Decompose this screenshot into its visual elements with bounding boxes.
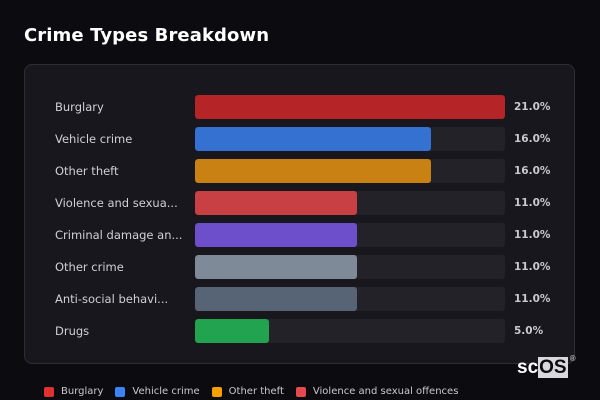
legend-label: Violence and sexual offences — [312, 386, 459, 397]
bar-label: Vehicle crime — [55, 132, 133, 146]
bar-value: 16.0% — [514, 133, 551, 145]
bar-track — [195, 95, 505, 119]
bar-label: Other theft — [55, 164, 119, 178]
bar-track — [195, 255, 505, 279]
bar-track — [195, 127, 505, 151]
legend-item-vehicle-crime[interactable]: Vehicle crime — [115, 386, 200, 397]
bar-row: Violence and sexua... 11.0% — [25, 191, 574, 215]
bar-label: Other crime — [55, 260, 124, 274]
bar-fill[interactable] — [195, 191, 358, 215]
chart-panel: Burglary 21.0% Vehicle crime 16.0% Other… — [24, 64, 575, 364]
legend-label: Vehicle crime — [132, 386, 200, 397]
logo-prefix: sc — [517, 357, 539, 378]
legend-label: Burglary — [61, 386, 104, 397]
bar-fill[interactable] — [195, 255, 358, 279]
bar-track — [195, 287, 505, 311]
bar-row: Vehicle crime 16.0% — [25, 127, 574, 151]
bar-track — [195, 223, 505, 247]
bar-track — [195, 159, 505, 183]
legend-swatch-icon — [295, 386, 306, 397]
legend-swatch-icon — [44, 386, 54, 397]
bar-label: Burglary — [55, 100, 104, 114]
legend-swatch-icon — [211, 386, 222, 397]
bar-row: Other theft 16.0% — [25, 159, 574, 183]
bar-value: 16.0% — [514, 165, 551, 177]
bar-label: Criminal damage an... — [55, 228, 183, 242]
bar-value: 11.0% — [514, 229, 551, 241]
bar-fill[interactable] — [195, 287, 358, 311]
bar-value: 21.0% — [514, 101, 551, 113]
bar-label: Drugs — [55, 324, 90, 338]
legend-item-burglary[interactable]: Burglary — [44, 386, 103, 397]
legend-item-other-theft[interactable]: Other theft — [211, 386, 284, 397]
bar-fill[interactable] — [195, 319, 269, 343]
registered-mark: ® — [569, 354, 576, 363]
bar-value: 11.0% — [514, 261, 551, 273]
bar-value: 11.0% — [514, 197, 551, 209]
legend-item-violence[interactable]: Violence and sexual offences — [295, 386, 459, 397]
bar-label: Anti-social behavi... — [55, 292, 169, 306]
bar-value: 5.0% — [514, 325, 544, 337]
bar-row: Burglary 21.0% — [25, 95, 574, 119]
bar-fill[interactable] — [195, 127, 432, 151]
chart-legend: Burglary Vehicle crime Other theft Viole… — [44, 386, 470, 397]
bar-track — [195, 319, 505, 343]
logo-boxed: OS — [538, 357, 568, 378]
bar-row: Anti-social behavi... 11.0% — [25, 287, 574, 311]
legend-label: Other theft — [228, 386, 284, 397]
bar-row: Criminal damage an... 11.0% — [25, 223, 574, 247]
bar-value: 11.0% — [514, 293, 551, 305]
bar-fill[interactable] — [195, 223, 358, 247]
legend-swatch-icon — [115, 386, 126, 397]
chart-title: Crime Types Breakdown — [24, 25, 270, 46]
bar-fill[interactable] — [195, 95, 505, 119]
bar-row: Other crime 11.0% — [25, 255, 574, 279]
bar-label: Violence and sexua... — [55, 196, 178, 210]
bar-fill[interactable] — [195, 159, 432, 183]
scos-logo: scOS ® — [517, 354, 576, 379]
bar-track — [195, 191, 505, 215]
bar-row: Drugs 5.0% — [25, 319, 574, 343]
